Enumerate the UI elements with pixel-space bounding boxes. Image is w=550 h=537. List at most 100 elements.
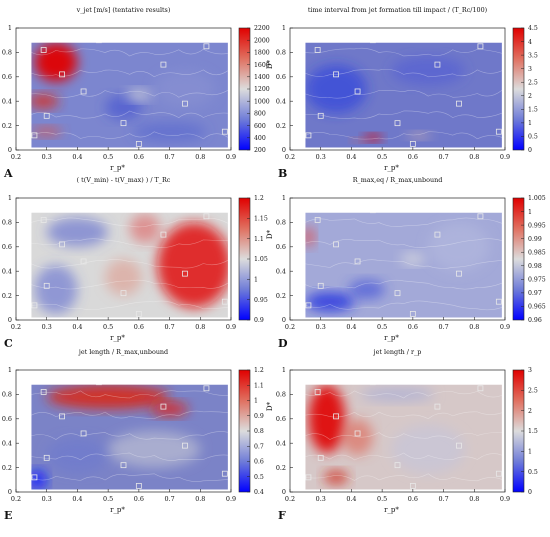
- colorbar-tick-label: 1600: [254, 62, 270, 69]
- plot-frame: [289, 369, 506, 493]
- color-region: [305, 291, 355, 312]
- color-region: [308, 384, 346, 453]
- y-tick-label: 0: [282, 316, 286, 324]
- sample-marker: [120, 120, 127, 127]
- contour-line: [305, 90, 502, 99]
- sample-marker: [59, 413, 65, 420]
- y-tick-label: 0.2: [276, 292, 286, 300]
- y-axis-label: D*: [266, 60, 274, 70]
- x-tick-label: 0.7: [438, 495, 448, 503]
- color-region: [157, 222, 228, 308]
- sample-marker: [135, 310, 142, 317]
- x-tick-label: 0.8: [195, 323, 205, 331]
- colorbar-tick-label: 0: [528, 489, 532, 496]
- colorbar-tick-label: 1.15: [254, 216, 268, 223]
- sample-marker: [434, 231, 441, 238]
- sample-marker: [59, 241, 65, 248]
- y-tick-label: 0: [8, 316, 12, 324]
- x-tick-label: 0.4: [72, 153, 82, 161]
- sample-marker: [43, 112, 50, 119]
- colorbar-tick-label: 4: [528, 39, 532, 46]
- sample-marker: [96, 212, 102, 214]
- y-tick-label: 1: [8, 194, 12, 202]
- contour-line: [305, 279, 502, 290]
- x-axis-label: r_p*: [110, 164, 125, 172]
- color-region: [360, 387, 435, 402]
- contour-line: [31, 279, 228, 290]
- colorbar-tick-label: 0.95: [254, 297, 268, 304]
- x-tick-label: 0.9: [226, 153, 236, 161]
- sample-marker: [182, 100, 188, 107]
- sample-marker: [370, 384, 376, 386]
- sample-marker: [135, 140, 142, 147]
- y-axis-label: D*: [266, 230, 274, 240]
- sample-marker: [59, 71, 65, 78]
- color-region: [31, 126, 63, 137]
- colorbar-tick-label: 0.5: [528, 469, 538, 476]
- sample-marker: [456, 270, 462, 277]
- colorbar-tick-label: 1000: [254, 98, 270, 105]
- colorbar-tick-label: 1: [254, 398, 258, 405]
- contour-line: [305, 431, 502, 440]
- plot-frame: [15, 369, 232, 493]
- sample-marker: [31, 132, 38, 139]
- sample-marker: [394, 462, 401, 469]
- sample-marker: [370, 42, 376, 44]
- y-tick-label: 0.6: [276, 73, 286, 81]
- contour-line: [31, 431, 228, 440]
- x-axis-label: r_p*: [384, 506, 399, 514]
- colorbar-tick-label: 0.4: [254, 489, 264, 496]
- panel-title: jet length / r_p: [373, 348, 422, 356]
- sample-marker: [317, 112, 324, 119]
- contour-line: [305, 68, 502, 78]
- y-tick-label: 0.4: [2, 267, 12, 275]
- y-tick-label: 0.6: [276, 243, 286, 251]
- sample-marker: [96, 384, 102, 386]
- sample-marker: [314, 217, 321, 223]
- sample-marker: [160, 403, 167, 410]
- y-tick-label: 1: [282, 366, 286, 374]
- sample-marker: [31, 302, 38, 309]
- sample-marker: [160, 231, 167, 238]
- sample-marker: [456, 100, 462, 107]
- colorbar-tick-label: 1.05: [254, 256, 268, 263]
- contour-line: [305, 238, 502, 248]
- colorbar-tick-label: 1.2: [254, 195, 264, 202]
- sample-marker: [80, 88, 87, 95]
- colorbar-tick-label: 1.2: [254, 367, 264, 374]
- contour-line: [31, 473, 228, 482]
- contour-line: [31, 452, 228, 461]
- sample-marker: [120, 290, 127, 297]
- colorbar-tick-label: 3: [528, 66, 532, 73]
- x-tick-label: 0.7: [164, 323, 174, 331]
- contour-line: [305, 131, 502, 140]
- sample-marker: [477, 43, 484, 50]
- colorbar-tick-label: 3.5: [528, 52, 538, 59]
- x-axis-label: r_p*: [384, 334, 399, 342]
- x-tick-label: 0.4: [346, 323, 356, 331]
- x-tick-label: 0.2: [285, 323, 295, 331]
- contour-line: [31, 217, 228, 228]
- colorbar-tick-label: 0.96: [528, 317, 542, 324]
- sample-marker: [409, 140, 416, 147]
- sample-marker: [221, 470, 228, 477]
- x-tick-label: 0.8: [469, 323, 479, 331]
- sample-marker: [394, 290, 401, 297]
- color-region: [105, 259, 142, 296]
- colorbar-tick-label: 2.5: [528, 79, 538, 86]
- plot-frame: [15, 197, 232, 321]
- colorbar: [512, 197, 525, 321]
- contour-line: [305, 47, 502, 57]
- x-tick-label: 0.3: [316, 323, 326, 331]
- sample-marker: [203, 43, 210, 50]
- colorbar-tick-label: 1.1: [254, 382, 264, 389]
- color-region: [351, 137, 364, 143]
- heatmap-field: [31, 212, 228, 318]
- sample-marker: [354, 430, 361, 437]
- sample-marker: [314, 47, 321, 53]
- colorbar-tick-label: 0.97: [528, 290, 542, 297]
- x-tick-label: 0.8: [195, 495, 205, 503]
- contour-line: [305, 110, 502, 119]
- y-tick-label: 1: [282, 194, 286, 202]
- sample-marker: [477, 213, 484, 220]
